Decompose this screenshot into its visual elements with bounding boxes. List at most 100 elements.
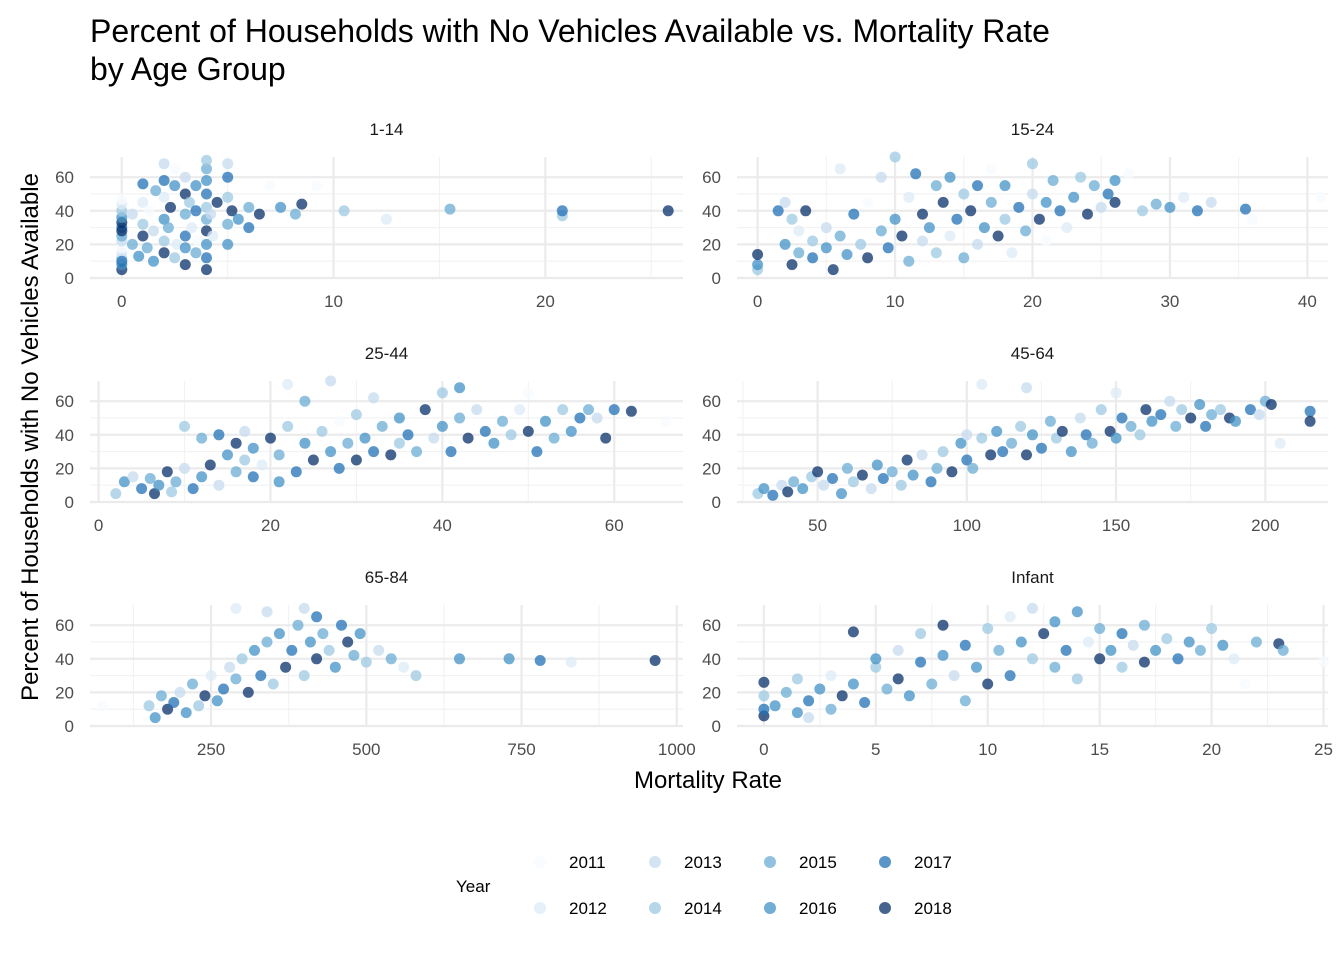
y-tick-label: 60 xyxy=(55,392,74,411)
data-point xyxy=(1061,222,1073,234)
y-tick-label: 60 xyxy=(55,168,74,187)
data-point xyxy=(1200,420,1212,432)
data-point xyxy=(1172,653,1184,665)
facet-label: 45-64 xyxy=(1011,344,1054,363)
data-point xyxy=(1138,619,1150,631)
data-point xyxy=(316,425,328,437)
data-point xyxy=(931,462,943,474)
legend-key xyxy=(534,902,546,914)
data-point xyxy=(273,476,285,488)
data-point xyxy=(230,437,242,449)
data-point xyxy=(875,171,887,183)
legend-title: Year xyxy=(456,877,491,896)
data-point xyxy=(1075,171,1087,183)
data-point xyxy=(488,437,500,449)
data-point xyxy=(1088,180,1100,192)
data-point xyxy=(230,602,242,614)
data-point xyxy=(649,655,661,666)
data-point xyxy=(1250,636,1262,648)
data-point xyxy=(290,466,302,478)
data-point xyxy=(333,415,345,427)
data-point xyxy=(1205,196,1217,208)
data-point xyxy=(158,191,170,203)
data-point xyxy=(892,673,904,685)
data-point xyxy=(882,242,894,254)
data-point xyxy=(991,425,1003,437)
data-point xyxy=(892,644,904,656)
data-point xyxy=(342,636,354,648)
data-point xyxy=(249,644,260,656)
y-tick-label: 60 xyxy=(702,392,721,411)
data-point xyxy=(289,208,301,220)
data-point xyxy=(972,238,983,250)
data-point xyxy=(871,459,883,471)
legend-label: 2014 xyxy=(684,899,722,918)
data-point xyxy=(1183,636,1195,648)
data-point xyxy=(187,483,199,495)
data-point xyxy=(1056,425,1068,437)
facet-label: 15-24 xyxy=(1011,120,1054,139)
data-point xyxy=(201,238,212,250)
data-point xyxy=(118,476,130,488)
legend-label: 2011 xyxy=(569,853,606,872)
data-point xyxy=(557,404,569,416)
data-point xyxy=(862,196,874,208)
data-point xyxy=(1185,412,1197,424)
data-point xyxy=(190,180,202,192)
data-point xyxy=(791,673,803,685)
y-tick-label: 20 xyxy=(55,235,74,254)
data-point xyxy=(923,222,935,234)
data-point xyxy=(243,201,255,213)
data-point xyxy=(196,471,208,483)
data-point xyxy=(958,188,970,200)
data-point xyxy=(222,191,234,203)
data-point xyxy=(982,678,994,690)
y-tick-label: 40 xyxy=(55,202,74,221)
y-tick-label: 20 xyxy=(55,459,74,478)
data-point xyxy=(788,476,800,488)
y-tick-label: 40 xyxy=(702,202,721,221)
panel-65-84: 65-84 0 20 40 60 250 500 750 1000 xyxy=(55,568,696,759)
data-point xyxy=(807,235,819,247)
data-point xyxy=(1004,670,1016,682)
data-point xyxy=(166,486,178,498)
data-point xyxy=(204,459,216,471)
data-point xyxy=(1006,437,1018,449)
data-point xyxy=(836,488,847,500)
data-point xyxy=(143,205,155,217)
data-point xyxy=(847,476,859,488)
data-point xyxy=(752,259,764,271)
data-point xyxy=(925,476,937,488)
data-point xyxy=(565,656,577,668)
data-point xyxy=(354,628,366,640)
data-point xyxy=(1060,644,1072,656)
legend-key xyxy=(764,856,776,868)
data-point xyxy=(1004,611,1016,623)
data-point xyxy=(803,712,815,724)
data-point xyxy=(1137,205,1148,217)
data-point xyxy=(1146,415,1158,427)
x-tick-label: 30 xyxy=(1160,292,1179,311)
data-point xyxy=(982,623,994,634)
data-point xyxy=(1044,415,1056,427)
x-tick-label: 20 xyxy=(1202,740,1221,759)
data-point xyxy=(445,446,457,458)
data-point xyxy=(1244,404,1256,416)
data-point xyxy=(236,653,248,665)
data-point xyxy=(793,247,805,259)
data-point xyxy=(758,676,770,688)
data-point xyxy=(247,471,259,483)
y-axis-title: Percent of Households with No Vehicles A… xyxy=(17,173,44,701)
data-point xyxy=(1253,409,1265,421)
data-point xyxy=(143,700,155,712)
data-point xyxy=(985,196,997,208)
data-point xyxy=(298,602,310,614)
data-point xyxy=(825,670,837,682)
data-point xyxy=(261,606,273,618)
data-point xyxy=(779,238,791,250)
data-point xyxy=(865,483,877,495)
legend-label: 2015 xyxy=(799,853,837,872)
data-point xyxy=(179,171,191,183)
data-point xyxy=(158,158,170,170)
data-point xyxy=(153,479,165,491)
